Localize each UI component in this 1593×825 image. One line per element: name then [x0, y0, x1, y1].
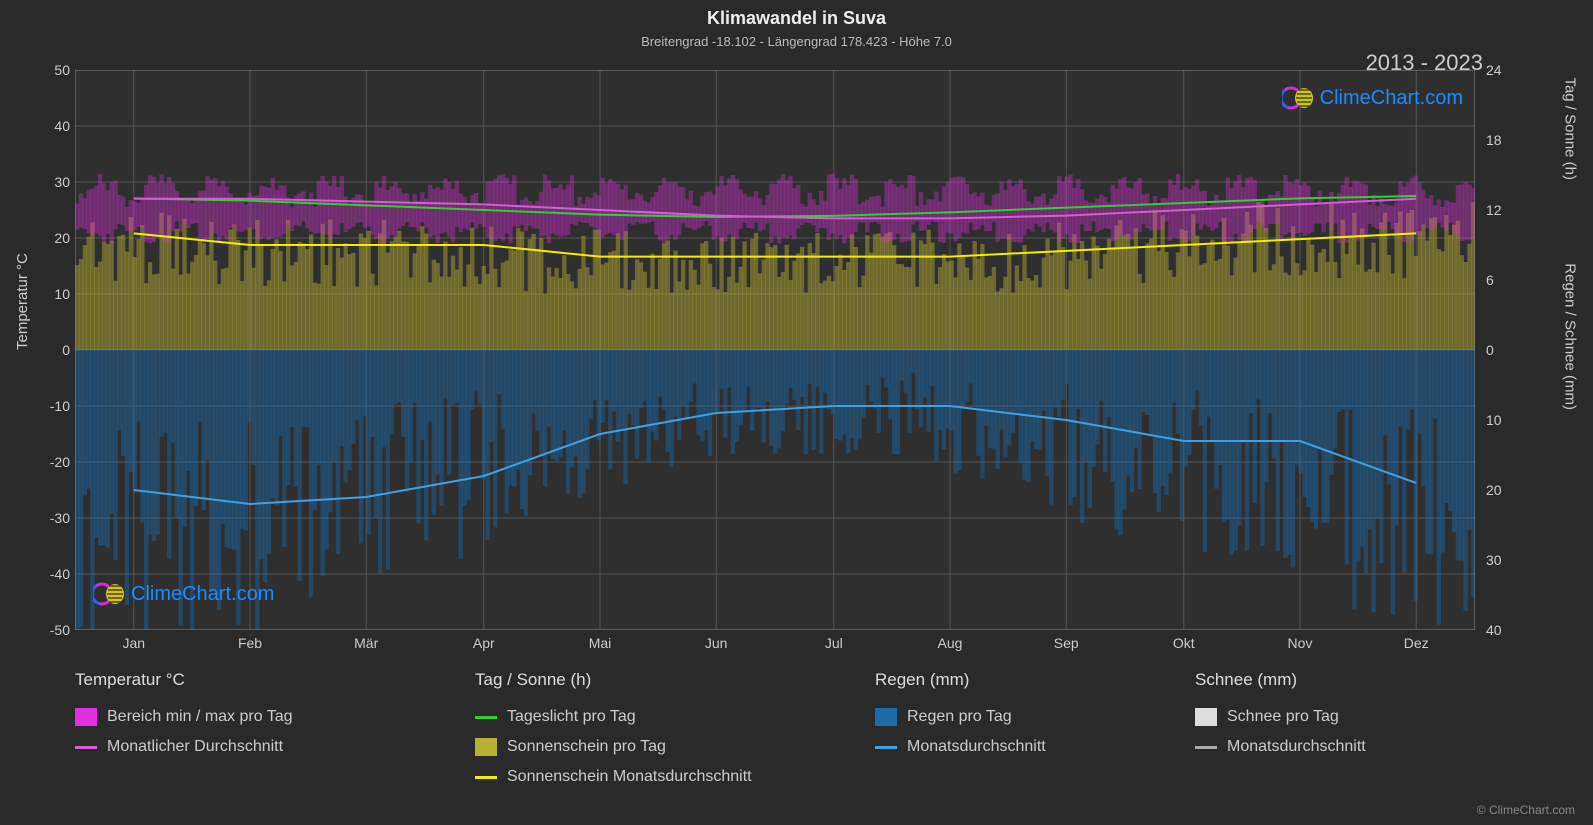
legend-item: Monatsdurchschnitt: [875, 738, 1155, 756]
watermark-text: ClimeChart.com: [131, 583, 274, 606]
legend-label: Regen pro Tag: [907, 708, 1012, 726]
x-tick-month: Jul: [825, 635, 843, 651]
watermark-text: ClimeChart.com: [1320, 87, 1463, 110]
legend-col-sun: Tag / Sonne (h) Tageslicht pro Tag Sonnen…: [475, 670, 835, 786]
y-tick-right-mm: 40: [1486, 622, 1502, 638]
climechart-logo-icon: [1282, 84, 1314, 112]
legend-label: Schnee pro Tag: [1227, 708, 1339, 726]
y-axis-left-label: Temperatur °C: [14, 253, 31, 350]
x-tick-month: Mai: [589, 635, 612, 651]
legend-swatch: [475, 738, 497, 756]
x-tick-month: Dez: [1404, 635, 1429, 651]
y-tick-left: -30: [50, 510, 70, 526]
y-tick-right-mm: 20: [1486, 482, 1502, 498]
legend-swatch: [475, 716, 497, 719]
legend-item: Bereich min / max pro Tag: [75, 708, 435, 726]
legend-label: Tageslicht pro Tag: [507, 708, 636, 726]
legend-item: Tageslicht pro Tag: [475, 708, 835, 726]
y-tick-left: -40: [50, 566, 70, 582]
legend-label: Monatlicher Durchschnitt: [107, 738, 283, 756]
watermark-bottom: ClimeChart.com: [93, 580, 274, 608]
x-tick-month: Nov: [1288, 635, 1313, 651]
legend-label: Bereich min / max pro Tag: [107, 708, 293, 726]
y-tick-left: -10: [50, 398, 70, 414]
y-tick-left: 20: [54, 230, 70, 246]
legend-items: Tageslicht pro Tag Sonnenschein pro Tag So…: [475, 708, 835, 786]
legend-label: Sonnenschein Monatsdurchschnitt: [507, 768, 752, 786]
legend-label: Monatsdurchschnitt: [1227, 738, 1366, 756]
legend-items: Bereich min / max pro Tag Monatlicher Dur…: [75, 708, 435, 756]
legend-item: Sonnenschein Monatsdurchschnitt: [475, 768, 835, 786]
climechart-logo-icon: [93, 580, 125, 608]
x-tick-month: Jun: [705, 635, 728, 651]
chart-subtitle: Breitengrad -18.102 - Längengrad 178.423…: [0, 34, 1593, 49]
y-ticks-right-bottom: 10203040: [1480, 70, 1510, 630]
x-axis-labels: Jan Feb Mär Apr Mai Jun Jul Aug Sep Okt Nov Dez: [75, 635, 1475, 655]
watermark-top: ClimeChart.com: [1282, 84, 1463, 112]
legend-swatch: [1195, 746, 1217, 749]
legend: Temperatur °C Bereich min / max pro Tag M…: [75, 670, 1475, 786]
legend-swatch: [1195, 708, 1217, 726]
legend-col-temperature: Temperatur °C Bereich min / max pro Tag M…: [75, 670, 435, 786]
y-tick-left: 10: [54, 286, 70, 302]
y-tick-left: -50: [50, 622, 70, 638]
legend-item: Monatlicher Durchschnitt: [75, 738, 435, 756]
x-tick-month: Okt: [1173, 635, 1195, 651]
climate-chart: Klimawandel in Suva Breitengrad -18.102 …: [0, 0, 1593, 825]
legend-label: Sonnenschein pro Tag: [507, 738, 666, 756]
y-tick-right-mm: 10: [1486, 412, 1502, 428]
x-tick-month: Apr: [473, 635, 495, 651]
legend-items: Schnee pro Tag Monatsdurchschnitt: [1195, 708, 1475, 756]
legend-items: Regen pro Tag Monatsdurchschnitt: [875, 708, 1155, 756]
legend-swatch: [875, 746, 897, 749]
legend-swatch: [75, 708, 97, 726]
y-tick-left: -20: [50, 454, 70, 470]
legend-header: Schnee (mm): [1195, 670, 1475, 690]
legend-header: Temperatur °C: [75, 670, 435, 690]
legend-col-rain: Regen (mm) Regen pro Tag Monatsdurchschni…: [875, 670, 1155, 786]
y-tick-left: 50: [54, 62, 70, 78]
x-tick-month: Feb: [238, 635, 262, 651]
chart-title: Klimawandel in Suva: [0, 8, 1593, 29]
legend-header: Tag / Sonne (h): [475, 670, 835, 690]
y-tick-left: 0: [62, 342, 70, 358]
legend-swatch: [875, 708, 897, 726]
legend-swatch: [475, 776, 497, 779]
y-axis-right-top-label: Tag / Sonne (h): [1562, 77, 1579, 180]
plot-area: ClimeChart.com ClimeChart.com: [75, 70, 1475, 630]
copyright-text: © ClimeChart.com: [1477, 803, 1575, 817]
legend-item: Sonnenschein pro Tag: [475, 738, 835, 756]
y-tick-left: 30: [54, 174, 70, 190]
legend-item: Schnee pro Tag: [1195, 708, 1475, 726]
legend-swatch: [75, 746, 97, 749]
y-ticks-left: -50-40-30-20-1001020304050: [40, 70, 70, 630]
x-tick-month: Jan: [123, 635, 146, 651]
legend-item: Monatsdurchschnitt: [1195, 738, 1475, 756]
legend-label: Monatsdurchschnitt: [907, 738, 1046, 756]
x-tick-month: Sep: [1054, 635, 1079, 651]
y-tick-left: 40: [54, 118, 70, 134]
y-axis-right-bottom-label: Regen / Schnee (mm): [1562, 263, 1579, 410]
x-tick-month: Mär: [354, 635, 378, 651]
y-tick-right-mm: 30: [1486, 552, 1502, 568]
legend-header: Regen (mm): [875, 670, 1155, 690]
x-tick-month: Aug: [938, 635, 963, 651]
legend-col-snow: Schnee (mm) Schnee pro Tag Monatsdurchsch…: [1195, 670, 1475, 786]
legend-item: Regen pro Tag: [875, 708, 1155, 726]
